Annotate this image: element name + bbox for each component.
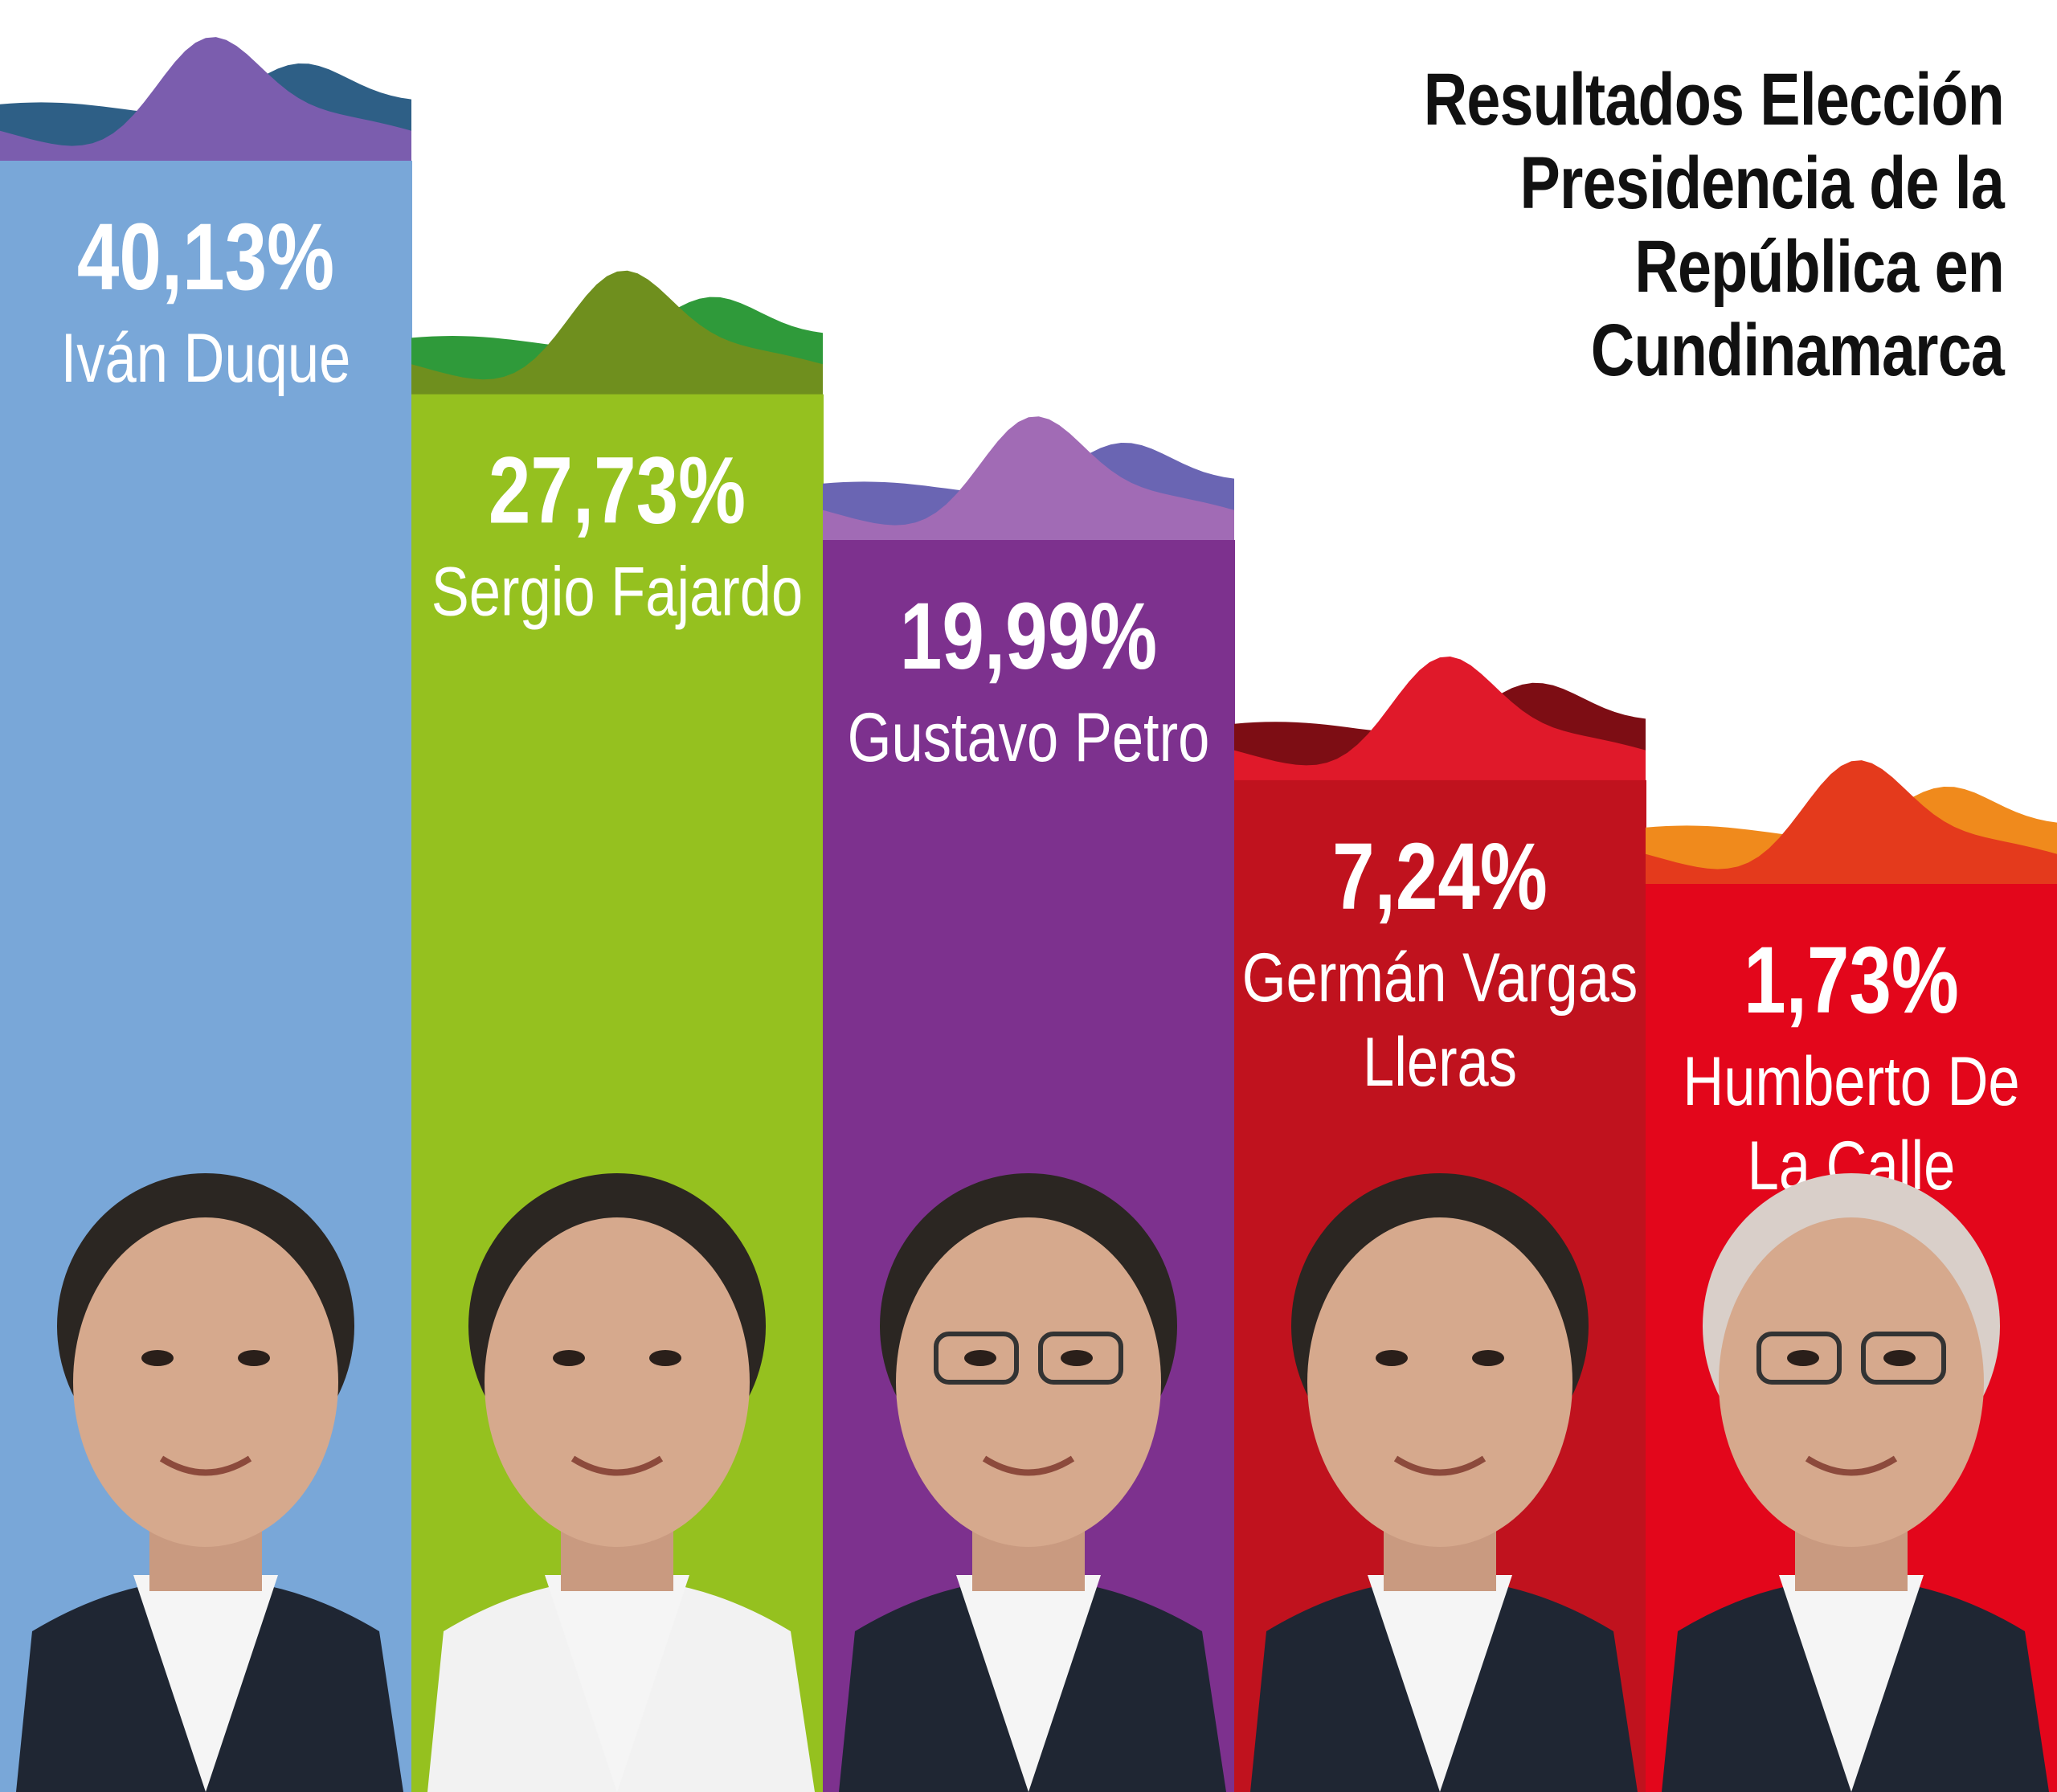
bar-value-label: 7,24% xyxy=(1332,823,1548,930)
bar-group: 19,99% Gustavo Petro xyxy=(823,416,1235,1792)
portrait-face-shape xyxy=(896,1217,1161,1547)
chart-title-line: Presidencia de la xyxy=(1519,142,2005,224)
bar-wave-front xyxy=(411,270,823,419)
chart-title-line: Resultados Elección xyxy=(1423,59,2005,141)
portrait-shirt-shape xyxy=(956,1575,1101,1792)
portrait-eye-shape xyxy=(1472,1350,1504,1366)
bar-value-label: 27,73% xyxy=(489,437,746,544)
bar-wave-front xyxy=(823,416,1234,565)
bar-value-label: 19,99% xyxy=(900,583,1157,689)
bar-value-label: 1,73% xyxy=(1744,927,1959,1033)
bar-group: 27,73% Sergio Fajardo xyxy=(411,270,824,1792)
portrait-eye-shape xyxy=(238,1350,270,1366)
bar-candidate-name: Lleras xyxy=(1363,1023,1517,1100)
bar-group: 40,13% Iván Duque xyxy=(0,37,412,1792)
portrait-eye-shape xyxy=(1787,1350,1819,1366)
portrait-shirt-shape xyxy=(1368,1575,1512,1792)
bar-candidate-name: Humberto De xyxy=(1683,1042,2019,1119)
chart-title: Resultados Elección Presidencia de la Re… xyxy=(1345,58,2005,392)
portrait-face-shape xyxy=(73,1217,338,1547)
portrait-shirt-shape xyxy=(545,1575,689,1792)
bar-candidate-name: Germán Vargas xyxy=(1242,939,1638,1016)
portrait-face-shape xyxy=(1719,1217,1984,1547)
portrait-shirt-shape xyxy=(133,1575,278,1792)
portrait-mouth-shape xyxy=(570,1455,664,1476)
portrait-glasses-lens xyxy=(934,1332,1019,1385)
portrait-eye-shape xyxy=(649,1350,681,1366)
portrait-eye-shape xyxy=(1376,1350,1408,1366)
portrait-eye-shape xyxy=(553,1350,585,1366)
man-portrait-icon xyxy=(1250,1173,1638,1792)
portrait-eye-shape xyxy=(1061,1350,1093,1366)
bar-wave-front xyxy=(1646,760,2057,908)
portrait-glasses-lens xyxy=(1756,1332,1842,1385)
portrait-eye-shape xyxy=(141,1350,174,1366)
chart-title-line: República en xyxy=(1634,226,2004,308)
portrait-mouth-shape xyxy=(1393,1455,1487,1476)
bar-wave-front xyxy=(0,37,411,185)
bar-wave-front xyxy=(1234,657,1646,804)
man-glasses-portrait-icon xyxy=(1662,1173,2049,1792)
portrait-glasses-lens xyxy=(1861,1332,1946,1385)
portrait-mouth-shape xyxy=(159,1455,252,1476)
portrait-shirt-shape xyxy=(1779,1575,1924,1792)
portrait-mouth-shape xyxy=(982,1455,1075,1476)
chart-title-line: Cundinamarca xyxy=(1590,309,2005,391)
portrait-eye-shape xyxy=(1883,1350,1916,1366)
man-glasses-portrait-icon xyxy=(839,1173,1226,1792)
bar-candidate-name: Gustavo Petro xyxy=(848,698,1210,775)
portrait-mouth-shape xyxy=(1805,1455,1898,1476)
bar-candidate-name: Sergio Fajardo xyxy=(431,553,803,630)
portrait-face-shape xyxy=(1307,1217,1572,1547)
portrait-face-shape xyxy=(485,1217,750,1547)
bar-candidate-name: Iván Duque xyxy=(61,319,351,396)
man-curly-hair-portrait-icon xyxy=(427,1173,815,1792)
portrait-glasses-lens xyxy=(1038,1332,1123,1385)
man-portrait-icon xyxy=(16,1173,403,1792)
bar-value-label: 40,13% xyxy=(77,203,334,310)
portrait-eye-shape xyxy=(964,1350,996,1366)
